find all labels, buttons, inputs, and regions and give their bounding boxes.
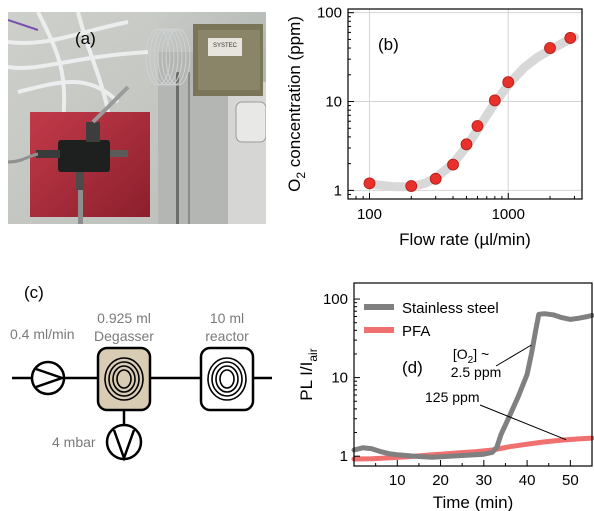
panel-c-label: (c) [24, 283, 44, 302]
chart-d-series-stainless-steel [351, 311, 594, 460]
degasser-volume-label: 0.925 ml [97, 310, 151, 326]
plastic-tubes [8, 12, 149, 123]
chart-b-ytick-label: 10 [325, 94, 342, 111]
panel-c-schematic: (c) 0.4 ml/min 0.925 ml Degasser 4 mbar … [0, 270, 290, 511]
chart-b-xtick-label: 1000 [492, 206, 525, 223]
chart-b-ytick-label: 100 [317, 5, 342, 22]
reactor-coil-icon [207, 357, 247, 401]
chart-d-ytick-label: 10 [331, 370, 348, 387]
chart-b-point [544, 42, 556, 54]
chart-b-point [502, 76, 515, 89]
annotation-125ppm-text: 125 ppm [425, 389, 479, 405]
chart-b-point [488, 94, 501, 107]
pump-rate-label: 0.4 ml/min [10, 326, 75, 342]
chart-b-xtick-label: 100 [357, 206, 382, 223]
chart-b-xlabel: Flow rate (µl/min) [399, 230, 531, 249]
chart-b-svg: 100 1000 1 10 100 (b) Flow rate (µl/min) O2 … [285, 5, 583, 249]
annotation-o2: [O2] ~ 2.5 ppm [451, 344, 532, 380]
coiled-tubing [145, 28, 191, 86]
chart-d-legend: Stainless steel PFA [364, 300, 499, 340]
chart-d-xtick-label: 30 [475, 472, 492, 489]
degasser-coil-icon [104, 357, 144, 401]
chart-b-fit-curve [365, 32, 579, 192]
chart-d-svg: 10 20 30 40 50 1 10 100 Stainless steel PFA (d)… [297, 282, 594, 511]
chart-d-panel-label: (d) [402, 358, 423, 377]
chart-d-xtick-label: 10 [389, 472, 406, 489]
chart-b-frame [347, 8, 583, 200]
vacuum-pump-icon [105, 423, 143, 462]
chart-b-ylabel: O2 concentration (ppm) [285, 16, 308, 192]
chart-d-ytick-label: 100 [323, 291, 348, 308]
annotation-o2-line1: [O2] ~ [453, 346, 489, 366]
annotation-o2-arrow [495, 344, 532, 367]
annotation-125ppm: 125 ppm [425, 389, 567, 441]
chart-b-point [471, 120, 484, 132]
reactor-volume-label: 10 ml [210, 310, 244, 326]
pump-icon [30, 360, 66, 396]
chart-d-ticks: 10 20 30 40 50 1 10 100 [323, 291, 579, 489]
chart-b-fit-line [365, 32, 579, 192]
chart-b-point [460, 138, 473, 151]
chart-d-xtick-label: 40 [519, 472, 536, 489]
annotation-o2-line2: 2.5 ppm [451, 364, 502, 380]
chart-d-series [351, 311, 594, 462]
chart-d-ytick-label: 1 [340, 448, 348, 465]
panel-d-chart: 10 20 30 40 50 1 10 100 Stainless steel PFA (d)… [290, 270, 594, 511]
chart-b-point [405, 180, 418, 192]
annotation-125ppm-arrow [479, 404, 567, 441]
degasser-name-label: Degasser [94, 328, 154, 344]
chart-b-point [429, 172, 442, 185]
chart-b-point [564, 32, 577, 44]
reactor-name-label: reactor [205, 328, 249, 344]
schematic-svg: (c) 0.4 ml/min 0.925 ml Degasser 4 mbar … [10, 283, 272, 462]
chart-d-series-pfa [351, 435, 594, 462]
chart-d-ylabel: PL I/Iair [297, 348, 320, 400]
chart-b-ticks: 100 1000 1 10 100 [317, 5, 575, 223]
panel-b-chart: 100 1000 1 10 100 (b) Flow rate (µl/min) O2 … [270, 0, 594, 255]
photo-illustration: SYSTEC (a) [8, 12, 266, 224]
chart-b-panel-label: (b) [378, 35, 399, 54]
svg-text:SYSTEC: SYSTEC [213, 43, 238, 49]
chart-d-frame [353, 282, 593, 467]
panel-a-photo: SYSTEC (a) [8, 12, 266, 224]
chart-d-xlabel: Time (min) [433, 493, 514, 511]
chart-b-point [447, 158, 459, 171]
chart-b-ytick-label: 1 [334, 182, 342, 199]
panel-a-label: (a) [75, 29, 96, 48]
legend-label-pfa: PFA [402, 323, 430, 340]
legend-label-stainless-steel: Stainless steel [402, 300, 499, 317]
vacuum-label: 4 mbar [52, 434, 96, 450]
sensor-block [58, 140, 110, 172]
chart-d-xtick-label: 50 [562, 472, 579, 489]
chart-d-xtick-label: 20 [432, 472, 449, 489]
chart-b-points [363, 32, 577, 192]
chart-b-point [363, 177, 376, 190]
